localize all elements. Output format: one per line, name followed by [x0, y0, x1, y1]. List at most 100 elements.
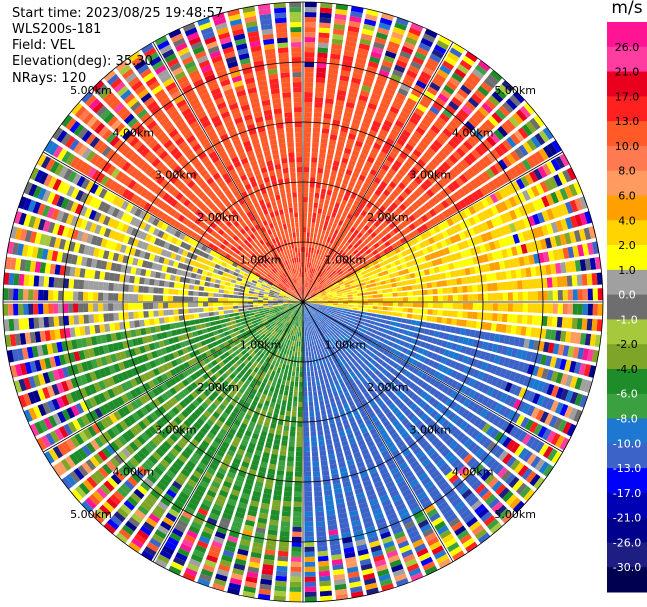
radar-gate [471, 500, 483, 511]
radar-gate [398, 245, 406, 252]
radar-gate [425, 275, 432, 282]
radar-gate [337, 298, 343, 300]
radar-gate [422, 66, 435, 76]
radar-gate [291, 551, 302, 557]
radar-gate [522, 362, 530, 374]
radar-gate [365, 384, 372, 391]
radar-gate [378, 347, 385, 354]
radar-gate [315, 520, 326, 527]
radar-gate [352, 324, 358, 329]
radar-gate [366, 189, 374, 197]
radar-gate [422, 296, 428, 302]
radar-gate [412, 220, 420, 228]
radar-gate [333, 229, 339, 235]
radar-gate [420, 321, 427, 328]
radar-gate [408, 65, 420, 75]
radar-gate [346, 334, 352, 340]
radar-gate [410, 180, 419, 189]
radar-gate [438, 249, 446, 257]
radar-gate [331, 43, 343, 50]
radar-gate [405, 336, 413, 343]
radar-gate [417, 158, 426, 168]
radar-gate [336, 330, 342, 336]
radar-gate [344, 318, 350, 323]
radar-gate [367, 302, 373, 306]
radar-gate [396, 265, 403, 271]
radar-gate [337, 89, 347, 97]
radar-gate [303, 242, 306, 248]
radar-gate [298, 386, 303, 392]
radar-gate [548, 415, 559, 428]
radar-gate [293, 506, 302, 512]
radar-gate [591, 273, 598, 286]
radar-gate [322, 268, 327, 274]
radar-gate [395, 59, 408, 69]
radar-gate [303, 217, 307, 223]
radar-gate [432, 288, 438, 295]
radar-gate [433, 120, 444, 131]
radar-gate [329, 139, 337, 146]
radar-gate [474, 432, 485, 443]
radar-gate [507, 281, 513, 290]
radar-gate [363, 373, 370, 380]
radar-gate [491, 343, 499, 353]
radar-gate [313, 312, 318, 317]
radar-gate [314, 496, 323, 502]
radar-gate [468, 378, 477, 388]
radar-gate [420, 413, 429, 422]
radar-gate [392, 287, 398, 292]
radar-gate [377, 106, 388, 115]
radar-gate [433, 44, 447, 55]
radar-gate [441, 256, 448, 264]
radar-gate [430, 124, 441, 135]
radar-gate [320, 409, 327, 416]
radar-gate [530, 407, 540, 419]
radar-gate [322, 294, 328, 297]
radar-gate [508, 371, 517, 382]
radar-gate [574, 214, 583, 227]
radar-gate [357, 308, 363, 311]
radar-gate [317, 52, 328, 59]
radar-gate [586, 318, 593, 331]
radar-gate [540, 354, 548, 366]
radar-gate [494, 145, 505, 157]
radar-gate [566, 167, 577, 181]
radar-gate [324, 434, 332, 441]
radar-gate [400, 220, 408, 228]
radar-gate [454, 327, 461, 335]
radar-gate [276, 424, 283, 431]
radar-gate [479, 244, 487, 253]
radar-gate [321, 308, 327, 311]
radar-gate [303, 197, 308, 203]
radar-gate [531, 365, 540, 377]
radar-gate [329, 275, 334, 280]
radar-gate [366, 312, 373, 317]
radar-gate [323, 113, 332, 120]
radar-gate [531, 315, 538, 326]
radar-gate [459, 374, 467, 383]
radar-gate [427, 296, 433, 302]
radar-gate [395, 240, 403, 247]
radar-gate [420, 71, 432, 81]
radar-gate [498, 508, 511, 520]
radar-gate [356, 239, 363, 246]
radar-gate [360, 282, 366, 287]
radar-gate [425, 221, 433, 229]
radar-gate [432, 361, 440, 370]
radar-gate [537, 290, 543, 301]
radar-gate [329, 63, 340, 70]
radar-gate [417, 436, 426, 446]
radar-gate [526, 453, 537, 466]
radar-gate [367, 362, 374, 369]
radar-gate [361, 288, 368, 293]
radar-gate [410, 259, 417, 266]
radar-gate [481, 102, 493, 114]
radar-gate [383, 339, 390, 345]
radar-gate [312, 274, 315, 280]
radar-gate [424, 366, 432, 374]
radar-gate [317, 208, 323, 214]
radar-gate [332, 160, 340, 167]
radar-gate [510, 442, 521, 454]
radar-gate [482, 454, 493, 465]
radar-gate [411, 202, 419, 211]
